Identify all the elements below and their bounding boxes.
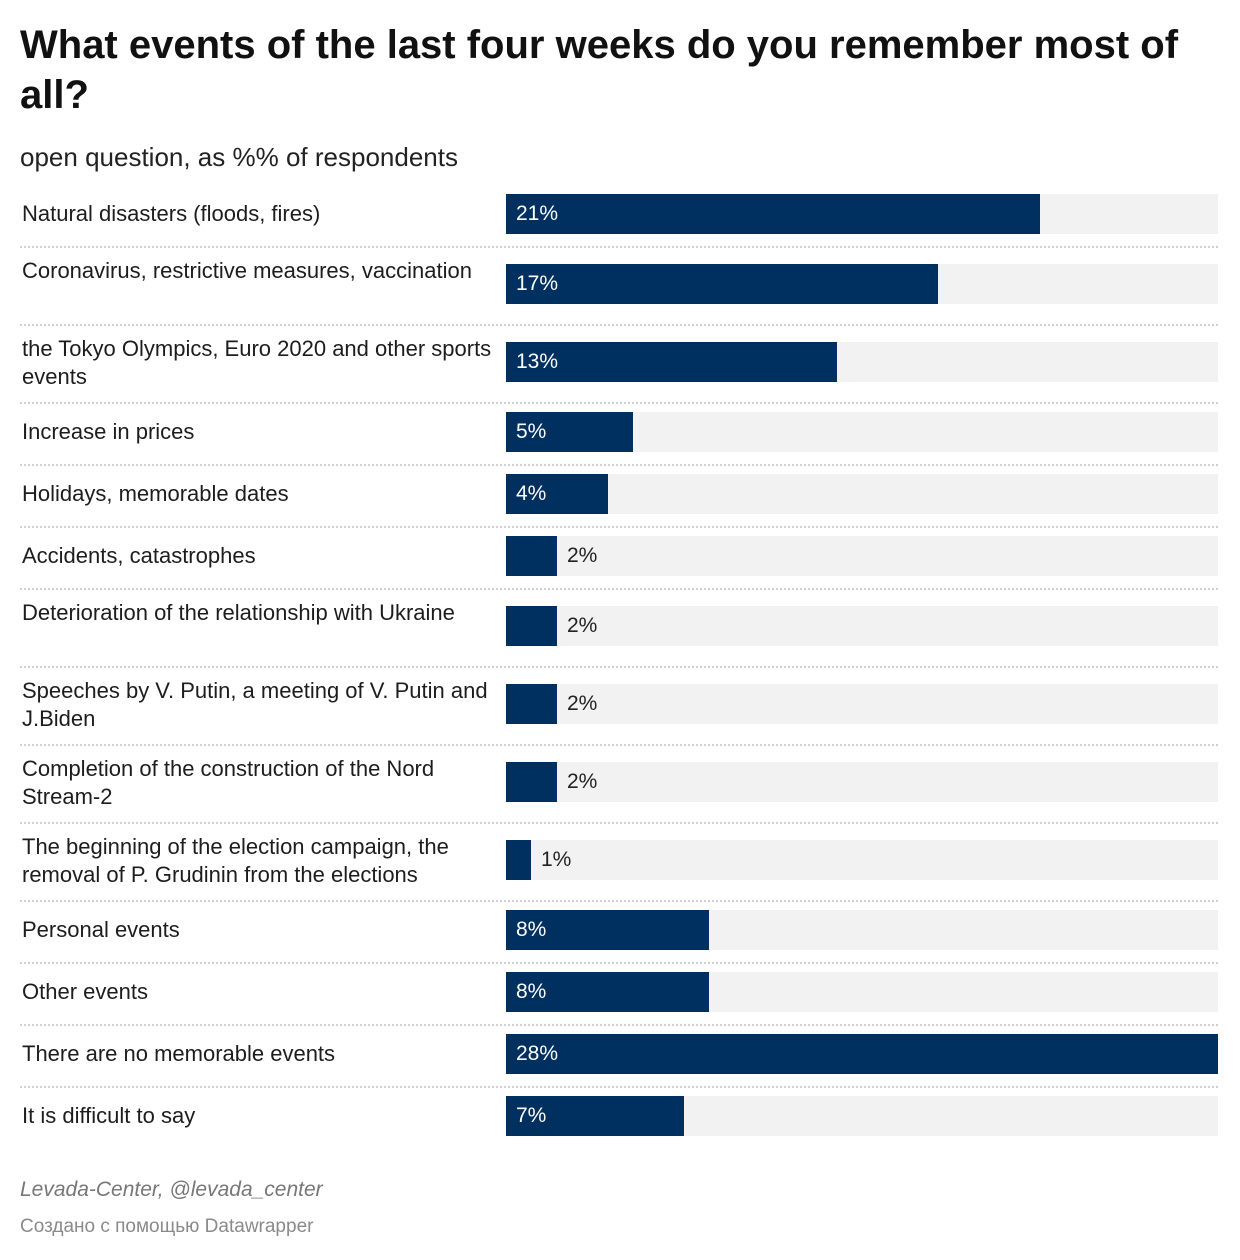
category-label: Accidents, catastrophes [22, 543, 256, 568]
row-separator [20, 900, 1218, 902]
bar-row: the Tokyo Olympics, Euro 2020 and other … [20, 326, 1218, 404]
bar-track: 8% [506, 910, 1218, 950]
bar-row: It is difficult to say 7% [20, 1088, 1218, 1150]
chart-title: What events of the last four weeks do yo… [20, 23, 1179, 117]
row-separator [20, 962, 1218, 964]
row-separator [20, 246, 1218, 248]
value-label: 5% [516, 420, 547, 443]
datawrapper-credit: Создано с помощью Datawrapper [20, 1216, 314, 1237]
bar-row: There are no memorable events 28% [20, 1026, 1218, 1088]
category-label: Completion of the construction of the No… [22, 756, 435, 809]
bar-track: 2% [506, 762, 1218, 802]
value-label: 4% [516, 482, 547, 505]
bar [506, 1034, 1218, 1074]
category-label: Coronavirus, restrictive measures, vacci… [22, 258, 472, 283]
category-label: The beginning of the election campaign, … [22, 834, 449, 887]
row-separator [20, 822, 1218, 824]
bar-track: 5% [506, 412, 1218, 452]
category-label: Natural disasters (floods, fires) [22, 201, 321, 226]
row-separator [20, 744, 1218, 746]
bar [506, 194, 1040, 234]
bar-track: 28% [506, 1034, 1218, 1074]
bar-row: Coronavirus, restrictive measures, vacci… [20, 248, 1218, 326]
bar-row: Natural disasters (floods, fires) 21% [20, 186, 1218, 248]
bar-track: 17% [506, 264, 1218, 304]
bar [506, 342, 837, 382]
value-label: 2% [567, 770, 598, 793]
bar [506, 684, 557, 724]
value-label: 8% [516, 918, 547, 941]
bar-track: 21% [506, 194, 1218, 234]
category-label: Holidays, memorable dates [22, 481, 289, 506]
bar-row: Holidays, memorable dates 4% [20, 466, 1218, 528]
bar [506, 474, 608, 514]
bar-track: 7% [506, 1096, 1218, 1136]
category-label: Personal events [22, 917, 180, 942]
category-label: It is difficult to say [22, 1103, 196, 1128]
row-separator [20, 588, 1218, 590]
bar-track: 1% [506, 840, 1218, 880]
category-label: the Tokyo Olympics, Euro 2020 and other … [22, 336, 492, 389]
bar [506, 606, 557, 646]
value-label: 1% [541, 848, 572, 871]
bar-track: 13% [506, 342, 1218, 382]
bar-row: Personal events 8% [20, 902, 1218, 964]
value-label: 28% [516, 1042, 559, 1065]
value-label: 17% [516, 272, 559, 295]
value-label: 2% [567, 544, 598, 567]
bar-track: 2% [506, 536, 1218, 576]
bar-row: Completion of the construction of the No… [20, 746, 1218, 824]
category-label: There are no memorable events [22, 1041, 336, 1066]
bar-row: Speeches by V. Putin, a meeting of V. Pu… [20, 668, 1218, 746]
value-label: 7% [516, 1104, 547, 1127]
bar-row: Accidents, catastrophes 2% [20, 528, 1218, 590]
row-separator [20, 1086, 1218, 1088]
value-label: 13% [516, 350, 559, 373]
bar [506, 910, 709, 950]
bar [506, 536, 557, 576]
category-label: Increase in prices [22, 419, 195, 444]
row-separator [20, 1024, 1218, 1026]
row-separator [20, 324, 1218, 326]
value-label: 8% [516, 980, 547, 1003]
chart-subtitle: open question, as %% of respondents [20, 142, 458, 172]
bar-row: Deterioration of the relationship with U… [20, 590, 1218, 668]
bar-row: Increase in prices 5% [20, 404, 1218, 466]
bar [506, 762, 557, 802]
value-label: 21% [516, 202, 559, 225]
value-label: 2% [567, 692, 598, 715]
category-label: Other events [22, 979, 148, 1004]
bar [506, 264, 938, 304]
row-separator [20, 666, 1218, 668]
bar-track: 2% [506, 606, 1218, 646]
row-separator [20, 464, 1218, 466]
source-note: Levada-Center, @levada_center [20, 1178, 323, 1201]
row-separator [20, 402, 1218, 404]
bar-track: 2% [506, 684, 1218, 724]
category-label: Deterioration of the relationship with U… [22, 600, 455, 625]
bar [506, 972, 709, 1012]
value-label: 2% [567, 614, 598, 637]
row-separator [20, 526, 1218, 528]
category-label: Speeches by V. Putin, a meeting of V. Pu… [22, 678, 488, 731]
bar-track: 4% [506, 474, 1218, 514]
bar-row: The beginning of the election campaign, … [20, 824, 1218, 902]
bar-track: 8% [506, 972, 1218, 1012]
bar-row: Other events 8% [20, 964, 1218, 1026]
bar [506, 1096, 684, 1136]
bar [506, 412, 633, 452]
bar [506, 840, 531, 880]
